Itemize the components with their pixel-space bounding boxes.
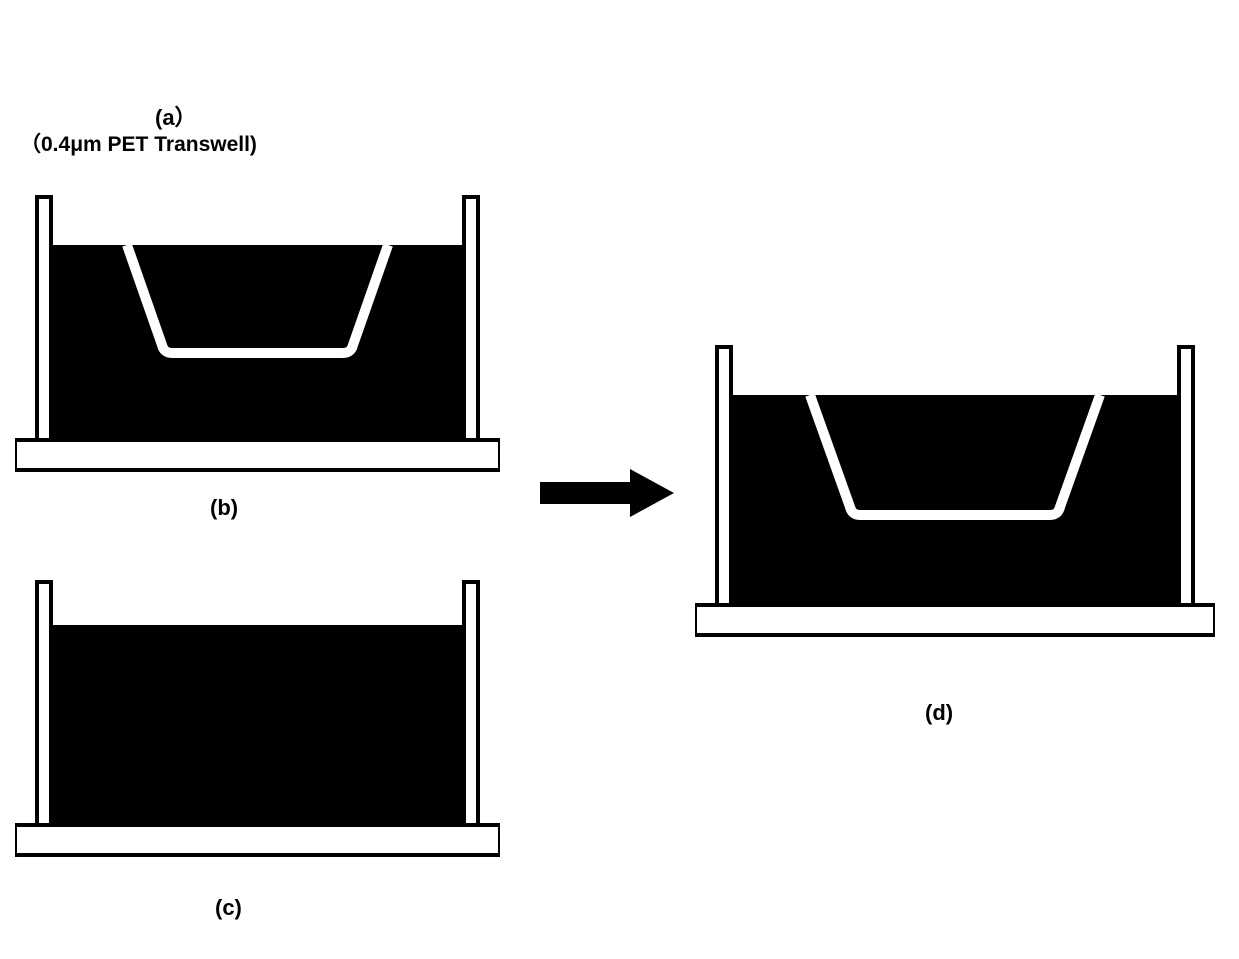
label-b: (b): [210, 495, 238, 521]
panel-b-base: [15, 440, 500, 470]
panel-b-left-wall: [37, 197, 51, 440]
label-a-subtitle: （0.4μm PET Transwell): [20, 128, 257, 158]
label-a-text: (a）: [155, 105, 197, 130]
arrow-shaft: [540, 482, 632, 504]
panel-c-media: [53, 625, 462, 823]
arrow-head: [630, 469, 674, 517]
label-c-text: (c): [215, 895, 242, 920]
panel-b-right-wall: [464, 197, 478, 440]
panel-c-diagram: [15, 580, 500, 860]
label-d-text: (d): [925, 700, 953, 725]
panel-d-right-wall: [1179, 347, 1193, 605]
panel-c-base: [15, 825, 500, 855]
panel-c-left-wall: [37, 582, 51, 825]
label-d: (d): [925, 700, 953, 726]
label-c: (c): [215, 895, 242, 921]
panel-c-right-wall: [464, 582, 478, 825]
panel-d-media: [733, 395, 1177, 603]
panel-d-diagram: [695, 345, 1215, 640]
label-b-text: (b): [210, 495, 238, 520]
arrow-icon: [540, 468, 680, 518]
label-a-subtitle-text: （0.4μm PET Transwell): [20, 133, 257, 156]
panel-b-diagram: [15, 195, 500, 475]
panel-d-left-wall: [717, 347, 731, 605]
panel-d-base: [695, 605, 1215, 635]
panel-b-media: [53, 245, 462, 438]
